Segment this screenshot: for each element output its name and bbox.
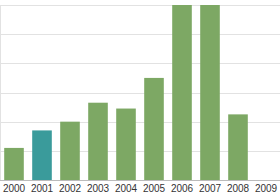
grid-line — [0, 63, 280, 64]
bars — [4, 5, 248, 180]
bar — [4, 148, 24, 180]
x-tick-label: 2002 — [59, 183, 82, 194]
bar — [88, 103, 108, 180]
chart: 2000 2001 2002 2003 2004 2005 2006 2007 2008 2009 — [0, 0, 280, 195]
grid-line — [0, 5, 280, 6]
bar — [200, 5, 220, 180]
x-tick-label: 2000 — [3, 183, 26, 194]
y-axis-line — [0, 5, 1, 180]
bar — [228, 114, 248, 180]
bar — [256, 180, 276, 181]
x-tick-label: 2007 — [199, 183, 222, 194]
x-tick-label: 2003 — [87, 183, 110, 194]
bar — [116, 109, 136, 180]
bar — [32, 130, 52, 180]
x-tick-label: 2008 — [227, 183, 250, 194]
bar — [60, 122, 80, 180]
grid-line — [0, 180, 280, 181]
x-tick-label: 2001 — [31, 183, 54, 194]
x-tick-label: 2006 — [171, 183, 194, 194]
bar — [172, 5, 192, 180]
grid-line — [0, 34, 280, 35]
x-tick-label: 2005 — [143, 183, 166, 194]
x-tick-label: 2004 — [115, 183, 138, 194]
bar — [144, 78, 164, 180]
x-tick-label: 2009 — [255, 183, 278, 194]
grid-line — [0, 93, 280, 94]
